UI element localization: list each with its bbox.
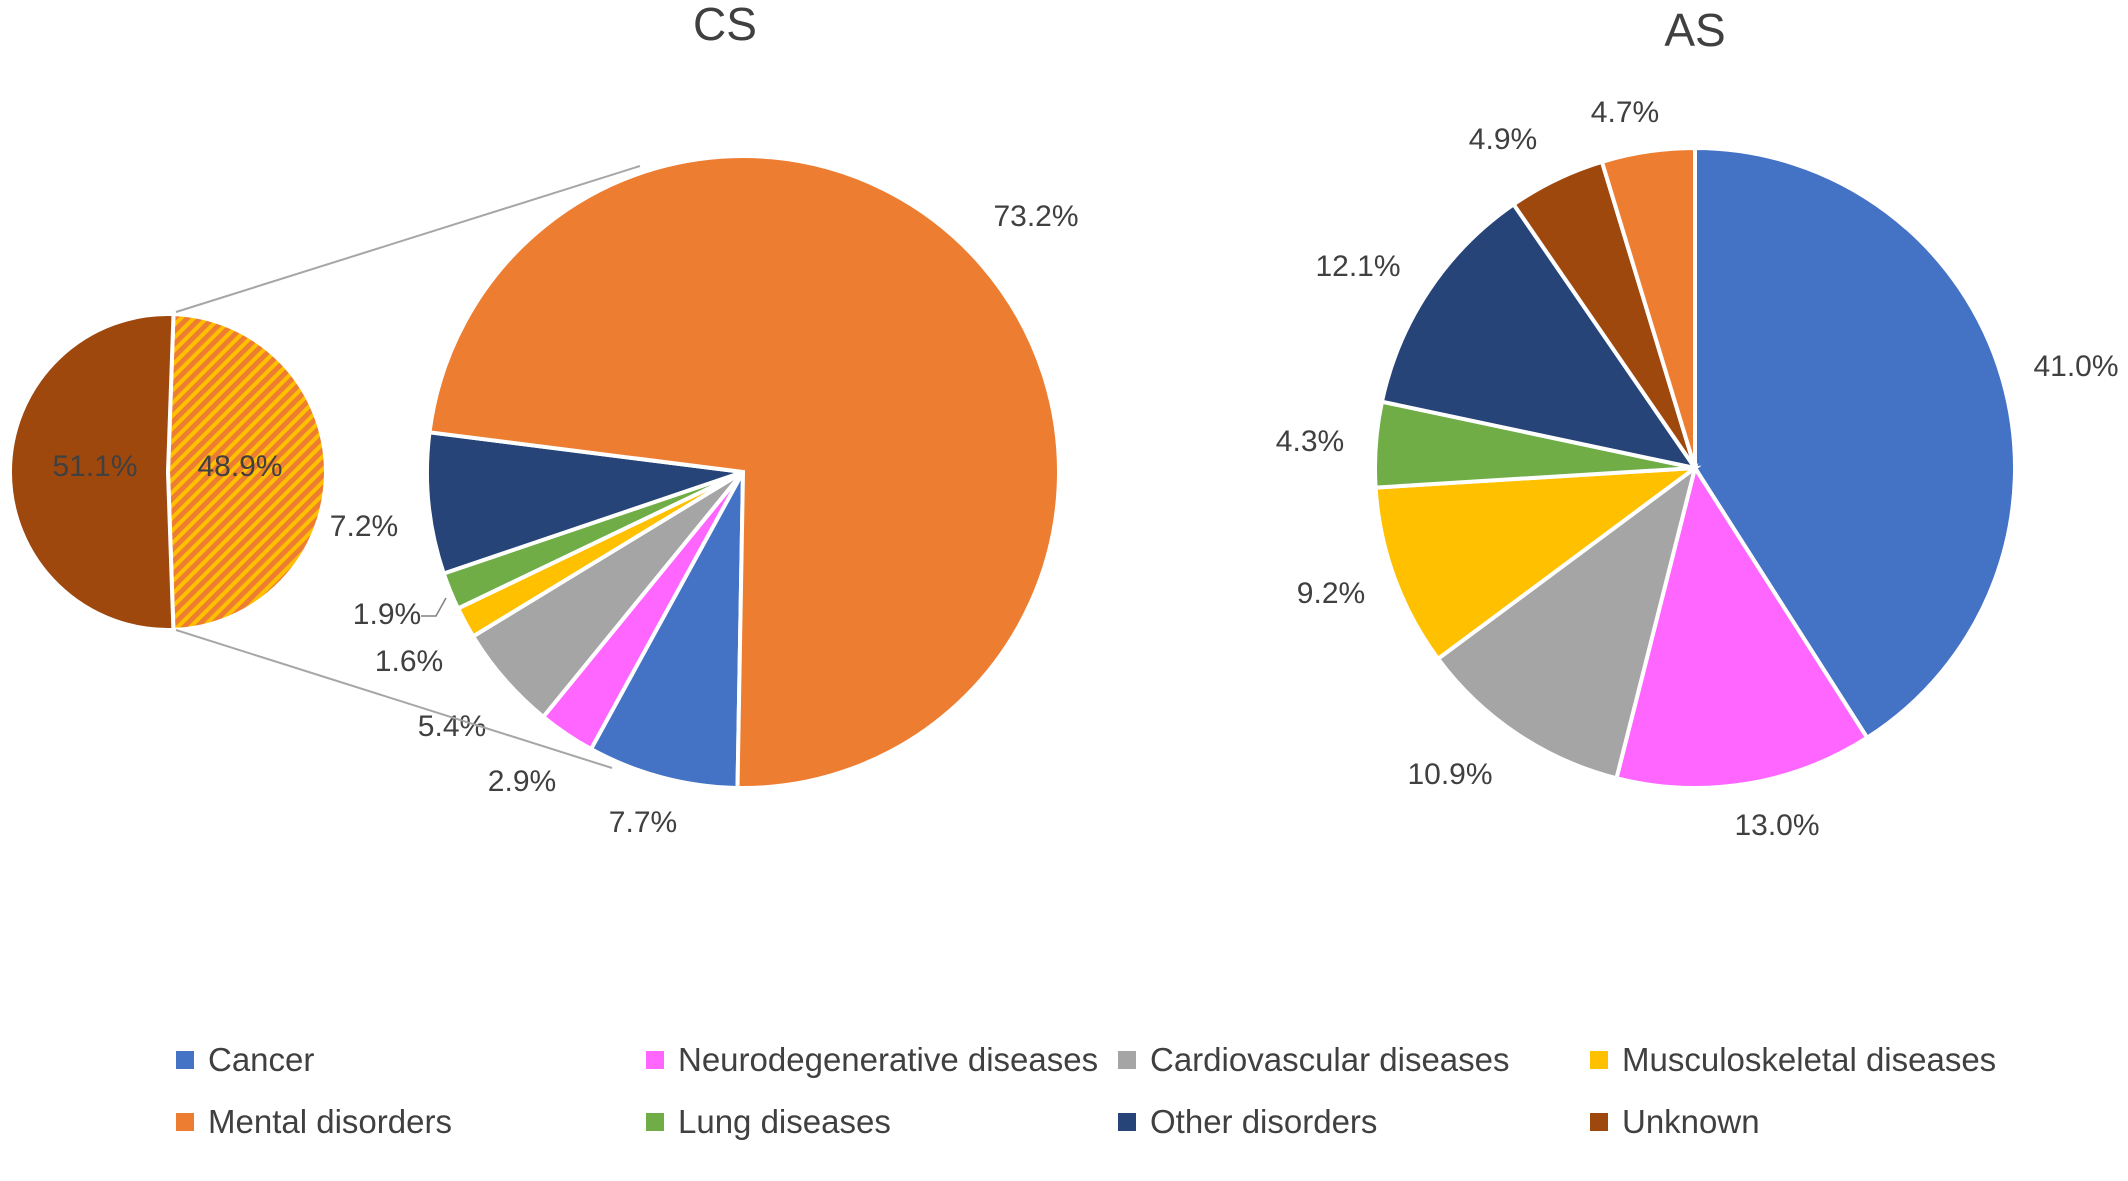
cs-data-label-neurodegenerative-diseases: 2.9% — [488, 765, 556, 798]
as-slice-cardiovascular-diseases — [1435, 463, 1699, 781]
cs-secondary-label-unknown: 51.1% — [52, 450, 137, 483]
cs-data-label-cancer: 7.7% — [609, 806, 677, 839]
cs-data-label-lung-diseases: 1.9% — [353, 598, 421, 631]
as-chart-title: AS — [1664, 4, 1725, 56]
as-slice-musculoskeletal-diseases — [1373, 465, 1702, 662]
as-data-label-unknown: 4.9% — [1469, 123, 1537, 156]
legend-swatch-other — [1118, 1113, 1136, 1131]
as-slice-mental-disorders — [1599, 145, 1697, 469]
as-data-label-other-disorders: 12.1% — [1315, 250, 1400, 283]
legend-label-musculoskeletal: Musculoskeletal diseases — [1622, 1041, 1997, 1078]
cs-chart-title: CS — [693, 0, 757, 50]
legend-label-cardiovascular: Cardiovascular diseases — [1150, 1041, 1510, 1078]
legend-swatch-cancer — [176, 1051, 194, 1069]
legend-item-mental: Mental disorders — [176, 1098, 452, 1146]
as-data-label-mental-disorders: 4.7% — [1591, 96, 1659, 129]
legend: Cancer Neurodegenerative diseases Cardio… — [176, 1036, 2076, 1176]
cs-data-label-cardiovascular-diseases: 5.4% — [418, 710, 486, 743]
legend-item-unknown: Unknown — [1590, 1098, 1760, 1146]
as-slice-other-disorders — [1379, 201, 1700, 471]
legend-item-cardiovascular: Cardiovascular diseases — [1118, 1036, 1510, 1084]
legend-swatch-mental — [176, 1113, 194, 1131]
cs-leader-line-lung — [421, 597, 447, 617]
cs-secondary-slice-unknown — [8, 312, 176, 632]
cs-slice-mental-disorders — [427, 154, 1061, 790]
as-data-label-musculoskeletal-diseases: 9.2% — [1297, 577, 1365, 610]
legend-swatch-lung — [646, 1113, 664, 1131]
legend-item-neurodegenerative: Neurodegenerative diseases — [646, 1036, 1098, 1084]
as-pie: 41.0% 13.0% 10.9% 9.2% 4.3% 12.1% 4.9% 4.7% — [1276, 96, 2119, 842]
cs-slice-cancer — [588, 471, 745, 790]
cs-data-label-other-disorders: 7.2% — [330, 510, 398, 543]
cs-slice-other-disorders — [425, 430, 744, 577]
legend-label-unknown: Unknown — [1622, 1103, 1760, 1140]
legend-item-other: Other disorders — [1118, 1098, 1377, 1146]
cs-connector-line-bottom — [175, 629, 613, 769]
legend-item-musculoskeletal: Musculoskeletal diseases — [1590, 1036, 1996, 1084]
as-data-label-cancer: 41.0% — [2033, 350, 2118, 383]
cs-connector-line-top — [175, 165, 641, 313]
legend-label-mental: Mental disorders — [208, 1103, 452, 1140]
cs-secondary-slice-known — [165, 312, 328, 632]
as-slice-neurodegenerative-diseases — [1614, 463, 1870, 790]
cs-data-label-musculoskeletal-diseases: 1.6% — [375, 645, 443, 678]
legend-label-other: Other disorders — [1150, 1103, 1378, 1140]
legend-item-cancer: Cancer — [176, 1036, 314, 1084]
legend-label-cancer: Cancer — [208, 1041, 315, 1078]
legend-label-lung: Lung diseases — [678, 1103, 891, 1140]
legend-swatch-musculoskeletal — [1590, 1051, 1608, 1069]
cs-secondary-label-known: 48.9% — [197, 450, 282, 483]
as-data-label-cardiovascular-diseases: 10.9% — [1407, 758, 1492, 791]
legend-item-lung: Lung diseases — [646, 1098, 891, 1146]
legend-swatch-neurodegenerative — [646, 1051, 664, 1069]
as-data-label-lung-diseases: 4.3% — [1276, 425, 1344, 458]
legend-swatch-unknown — [1590, 1113, 1608, 1131]
cs-pie: 73.2% 7.7% 2.9%5.4% 1.6% 1.9% 7.2% 51.1% 48.9% — [8, 154, 1079, 839]
cs-data-label-mental-disorders: 73.2% — [993, 200, 1078, 233]
legend-swatch-cardiovascular — [1118, 1051, 1136, 1069]
as-data-label-neurodegenerative-diseases: 13.0% — [1734, 809, 1819, 842]
legend-label-neurodegenerative: Neurodegenerative diseases — [678, 1041, 1099, 1078]
